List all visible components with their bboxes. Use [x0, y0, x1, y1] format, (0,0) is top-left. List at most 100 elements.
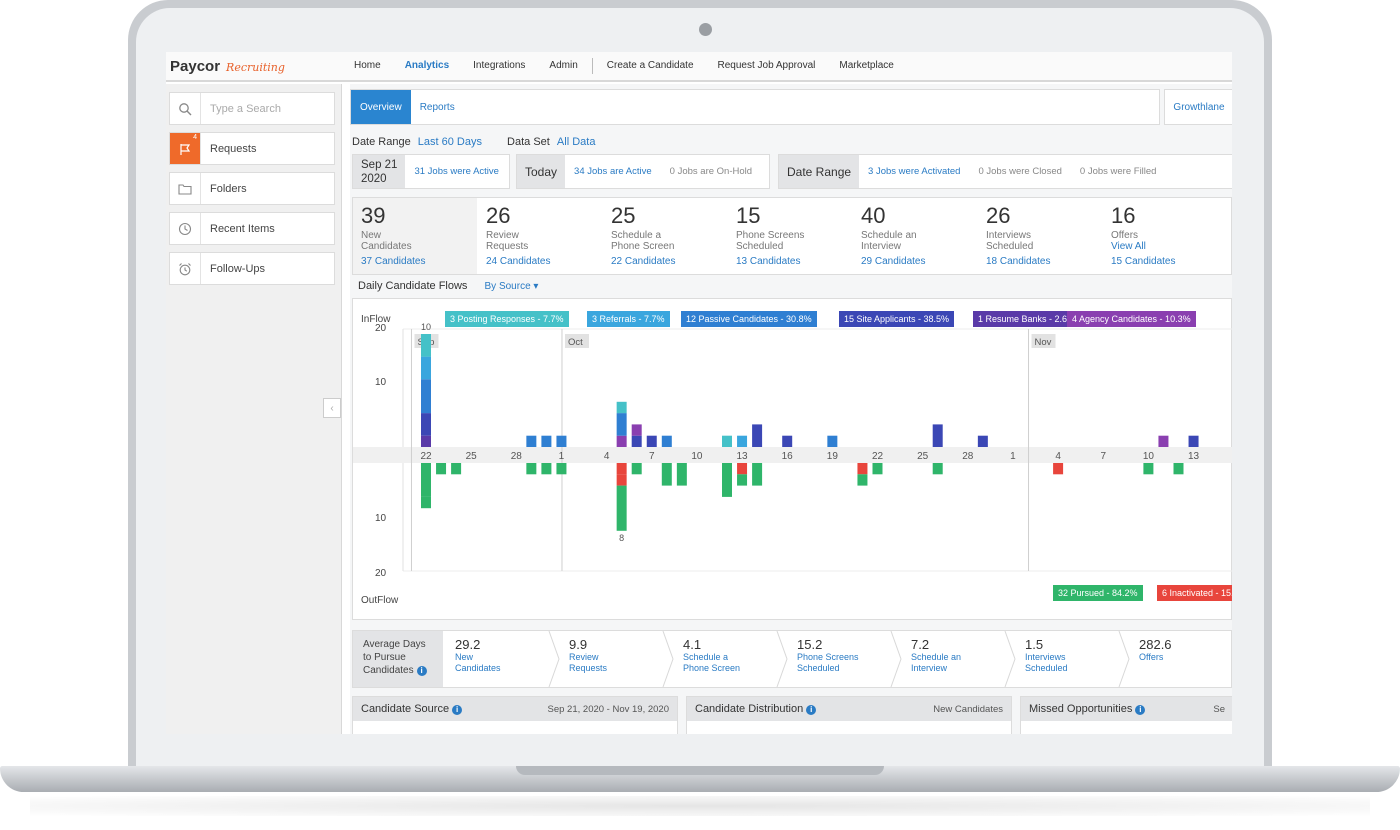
inflow-legend-item[interactable]: 12 Passive Candidates - 30.8%	[681, 311, 817, 327]
collapse-sidebar-button[interactable]: ‹	[323, 398, 341, 418]
alarm-icon	[170, 253, 201, 284]
tab-overview[interactable]: Overview	[351, 90, 411, 124]
date-range-label: Date Range	[352, 136, 411, 148]
stage-candidates-link[interactable]: 13 Candidates	[736, 256, 801, 267]
date-range-selector[interactable]: Last 60 Days	[417, 136, 482, 148]
flows-header: Daily Candidate Flows By Source ▾	[358, 280, 538, 292]
stage-schedule-phone-screen[interactable]: 25 Schedule a Phone Screen 22 Candidates	[603, 198, 727, 274]
inflow-legend-item[interactable]: 4 Agency Candidates - 10.3%	[1067, 311, 1196, 327]
org-selector-button[interactable]: Growthlane	[1164, 89, 1232, 125]
avg-value: 1.5	[1025, 637, 1044, 652]
stage-review-requests[interactable]: 26 Review Requests 24 Candidates	[478, 198, 602, 274]
avg-cell-offers[interactable]: 282.6 Offers	[1129, 631, 1232, 687]
avg-cell-phone-screens-scheduled[interactable]: 15.2 Phone Screens Scheduled	[787, 631, 901, 687]
panel-meta: Se	[1213, 703, 1225, 715]
stage-label-line2: Phone Screen	[611, 241, 675, 252]
nav-request-job-approval[interactable]: Request Job Approval	[717, 60, 816, 71]
stage-candidates-link[interactable]: 22 Candidates	[611, 256, 676, 267]
inflow-legend-item[interactable]: 1 Resume Banks - 2.6%	[973, 311, 1081, 327]
stage-label: Offers View All	[1111, 230, 1219, 254]
search-input[interactable]: Type a Search	[210, 102, 281, 115]
x-tick-label: 7	[1100, 451, 1106, 462]
sidebar-item-folders[interactable]: Folders	[169, 172, 335, 205]
jobs-active-link[interactable]: 31 Jobs were Active	[414, 166, 499, 177]
inflow-legend-item[interactable]: 15 Site Applicants - 38.5%	[839, 311, 955, 327]
avg-cell-interviews-scheduled[interactable]: 1.5 Interviews Scheduled	[1015, 631, 1129, 687]
stage-phone-screens-scheduled[interactable]: 15 Phone Screens Scheduled 13 Candidates	[728, 198, 852, 274]
stage-label-line1: Phone Screens	[736, 230, 805, 241]
inflow-bar-segment	[782, 435, 793, 447]
tab-reports[interactable]: Reports	[419, 101, 455, 113]
avg-value: 15.2	[797, 637, 823, 652]
inflow-bar-segment	[631, 435, 642, 447]
nav-create-candidate[interactable]: Create a Candidate	[606, 60, 694, 71]
info-icon[interactable]: i	[1135, 705, 1146, 715]
chevron-left-icon: ‹	[330, 402, 334, 414]
sidebar-item-recent-items[interactable]: Recent Items	[169, 212, 335, 245]
range-activated-link[interactable]: 3 Jobs were Activated	[868, 166, 961, 177]
stage-candidates-link[interactable]: 37 Candidates	[361, 256, 426, 267]
info-icon[interactable]: i	[416, 666, 427, 676]
nav-analytics[interactable]: Analytics	[404, 60, 450, 71]
inflow-legend-item[interactable]: 3 Referrals - 7.7%	[587, 311, 670, 327]
outflow-bar-segment	[1053, 463, 1064, 475]
info-icon[interactable]: i	[806, 705, 817, 715]
panel-meta: New Candidates	[933, 703, 1003, 715]
avg-cell-schedule-phone-screen[interactable]: 4.1 Schedule a Phone Screen	[673, 631, 787, 687]
outflow-legend-item[interactable]: 6 Inactivated - 15.8%	[1157, 585, 1232, 601]
inflow-bar-segment	[616, 413, 627, 436]
view-all-link[interactable]: View All	[1111, 241, 1146, 252]
outflow-bar-segment	[737, 474, 748, 486]
outflow-legend-item[interactable]: 32 Pursued - 84.2%	[1053, 585, 1143, 601]
outflow-bar-segment	[1143, 463, 1154, 475]
pipeline-stages: 39 New Candidates 37 Candidates 26 Review…	[352, 197, 1232, 275]
stage-count: 40	[861, 203, 886, 228]
avg-label-line2: Candidates	[455, 663, 501, 673]
today-on-hold: 0 Jobs are On-Hold	[669, 166, 753, 177]
app-logo[interactable]: Paycor Recruiting	[166, 58, 342, 75]
sidebar-item-requests[interactable]: 4 Requests	[169, 132, 335, 165]
avg-label-line1: Offers	[1139, 652, 1164, 662]
today-active-link[interactable]: 34 Jobs are Active	[574, 166, 652, 177]
stage-schedule-interview[interactable]: 40 Schedule an Interview 29 Candidates	[853, 198, 977, 274]
stage-interviews-scheduled[interactable]: 26 Interviews Scheduled 18 Candidates	[978, 198, 1102, 274]
inflow-bar-segment	[616, 401, 627, 414]
stage-new-candidates[interactable]: 39 New Candidates 37 Candidates	[353, 198, 477, 274]
nav-integrations[interactable]: Integrations	[473, 60, 526, 71]
avg-cell-review-requests[interactable]: 9.9 Review Requests	[559, 631, 673, 687]
sidebar-item-follow-ups[interactable]: Follow-Ups	[169, 252, 335, 285]
avg-cell-new-candidates[interactable]: 29.2 New Candidates	[445, 631, 559, 687]
avg-cell-schedule-interview[interactable]: 7.2 Schedule an Interview	[901, 631, 1015, 687]
stage-label-line2: Scheduled	[986, 241, 1034, 252]
avg-label-line1: Interviews	[1025, 652, 1066, 662]
stage-label-line2: Requests	[486, 241, 529, 252]
nav-admin[interactable]: Admin	[549, 60, 578, 71]
panel-missed-opportunities: Missed Opportunities i Se	[1020, 696, 1232, 734]
analytics-tabs: Overview Reports	[350, 89, 1160, 125]
stage-offers[interactable]: 16 Offers View All 15 Candidates	[1103, 198, 1227, 274]
stage-candidates-link[interactable]: 18 Candidates	[986, 256, 1051, 267]
flows-source-dropdown[interactable]: By Source ▾	[485, 281, 539, 292]
nav-marketplace[interactable]: Marketplace	[839, 60, 894, 71]
range-label: Date Range	[779, 155, 860, 188]
inflow-bar-segment	[661, 435, 672, 447]
sidebar-search[interactable]: Type a Search	[169, 92, 335, 125]
stage-candidates-link[interactable]: 15 Candidates	[1111, 256, 1176, 267]
clock-icon	[170, 213, 201, 244]
nav-home[interactable]: Home	[354, 60, 381, 71]
outflow-bar-segment	[421, 496, 431, 509]
inflow-bar-segment	[752, 424, 763, 447]
inflow-bar-segment	[616, 435, 627, 447]
data-set-selector[interactable]: All Data	[556, 136, 596, 148]
avg-label: Offers	[1139, 652, 1232, 663]
outflow-bar-segment	[616, 485, 627, 531]
inflow-legend-item[interactable]: 3 Posting Responses - 7.7%	[445, 311, 569, 327]
stage-candidates-link[interactable]: 29 Candidates	[861, 256, 926, 267]
info-icon[interactable]: i	[452, 705, 463, 715]
sidebar-item-label: Recent Items	[210, 222, 275, 235]
requests-badge: 4	[193, 134, 197, 141]
stage-count: 16	[1111, 203, 1136, 228]
sidebar-item-label: Follow-Ups	[210, 262, 266, 275]
stage-candidates-link[interactable]: 24 Candidates	[486, 256, 551, 267]
avg-value: 9.9	[569, 637, 588, 652]
